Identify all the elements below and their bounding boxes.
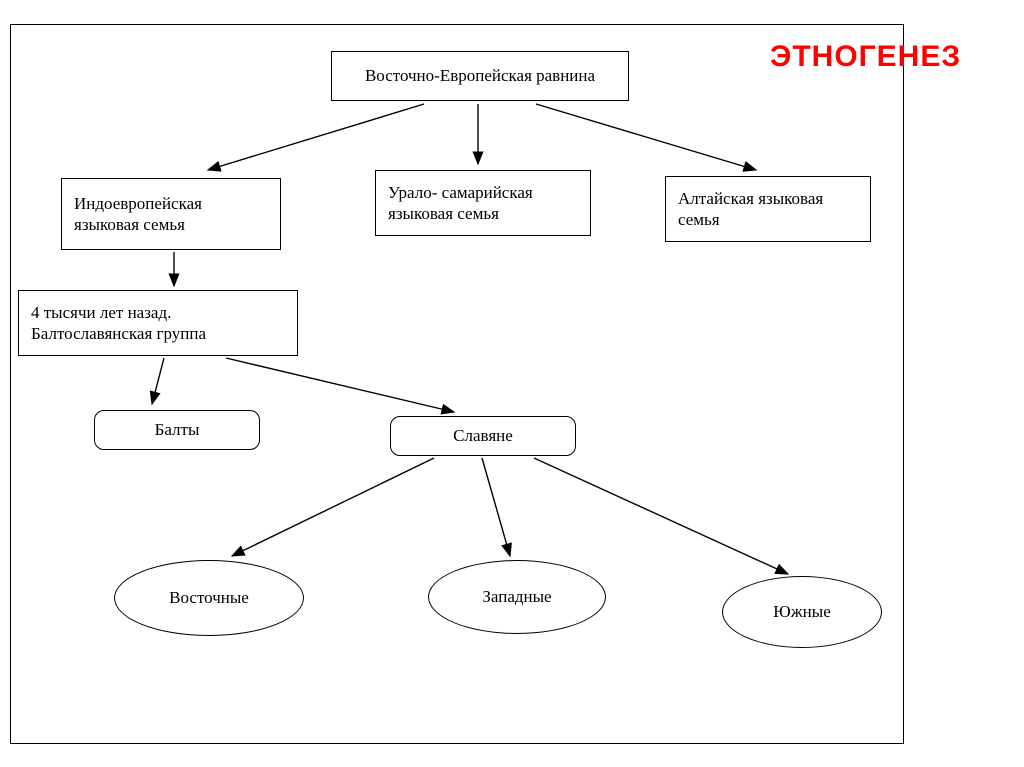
node-slavs-label: Славяне bbox=[453, 426, 513, 446]
node-indo-label: Индоевропейская языковая семья bbox=[74, 193, 268, 236]
node-root: Восточно-Европейская равнина bbox=[331, 51, 629, 101]
node-balto: 4 тысячи лет назад. Балтославянская груп… bbox=[18, 290, 298, 356]
node-ural: Урало- самарийская языковая семья bbox=[375, 170, 591, 236]
node-west: Западные bbox=[428, 560, 606, 634]
node-indo: Индоевропейская языковая семья bbox=[61, 178, 281, 250]
node-east-label: Восточные bbox=[169, 588, 249, 608]
node-south-label: Южные bbox=[773, 602, 831, 622]
diagram-title: ЭТНОГЕНЕЗ bbox=[770, 40, 961, 74]
node-balts: Балты bbox=[94, 410, 260, 450]
node-altai-label: Алтайская языковая семья bbox=[678, 188, 858, 231]
node-east: Восточные bbox=[114, 560, 304, 636]
node-altai: Алтайская языковая семья bbox=[665, 176, 871, 242]
node-slavs: Славяне bbox=[390, 416, 576, 456]
node-root-label: Восточно-Европейская равнина bbox=[365, 65, 595, 86]
node-west-label: Западные bbox=[482, 587, 551, 607]
node-south: Южные bbox=[722, 576, 882, 648]
node-balto-label: 4 тысячи лет назад. Балтославянская груп… bbox=[31, 302, 285, 345]
diagram-canvas: ЭТНОГЕНЕЗ Восточно-Европейская равнина И… bbox=[0, 0, 1024, 767]
node-balts-label: Балты bbox=[155, 420, 200, 440]
node-ural-label: Урало- самарийская языковая семья bbox=[388, 182, 578, 225]
